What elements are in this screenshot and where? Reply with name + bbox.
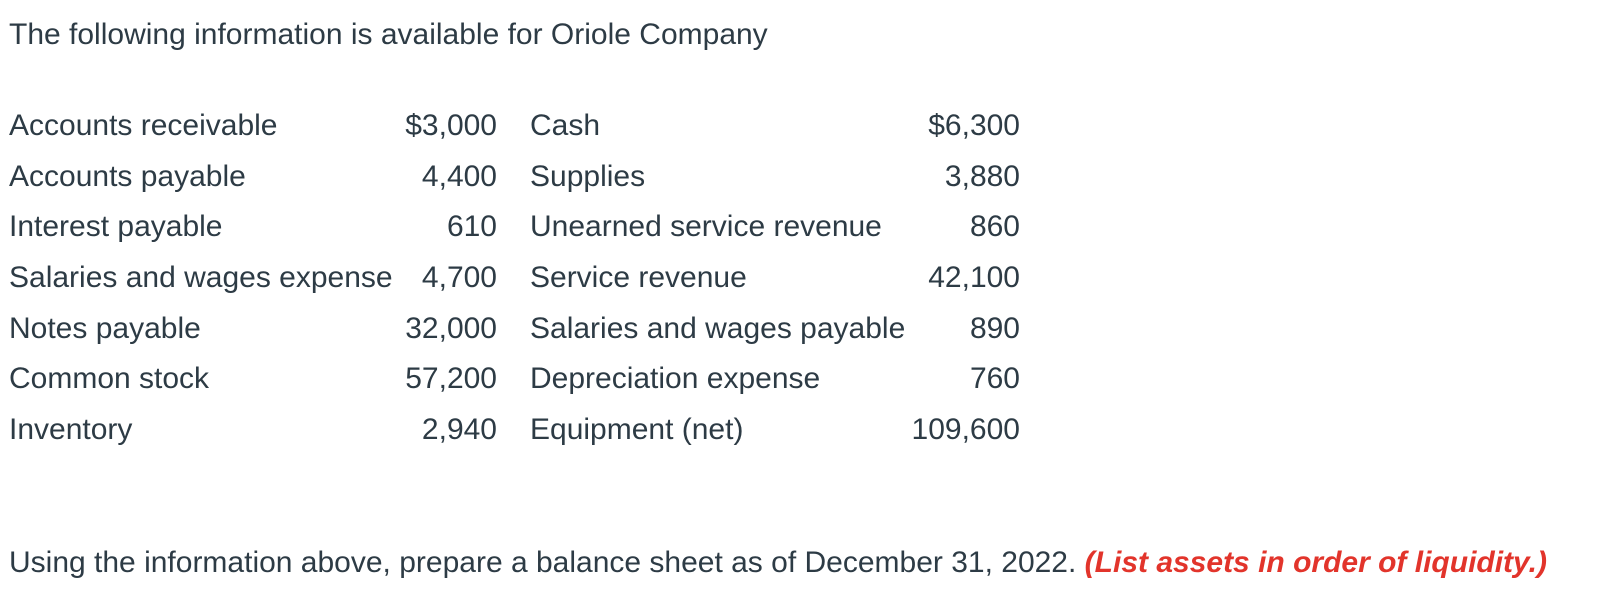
account-value: 4,700 — [421, 261, 497, 295]
account-label: Cash — [530, 109, 601, 143]
account-label: Supplies — [530, 159, 646, 193]
account-value: 860 — [969, 210, 1020, 244]
account-label: Accounts receivable — [9, 109, 278, 143]
account-label: Salaries and wages expense — [9, 261, 393, 295]
account-value: 32,000 — [405, 311, 497, 345]
account-label: Interest payable — [9, 210, 223, 244]
account-value: 57,200 — [405, 362, 497, 396]
account-label: Common stock — [9, 362, 210, 396]
account-value: 42,100 — [928, 261, 1020, 295]
intro-text: The following information is available f… — [9, 18, 768, 51]
account-value: 3,880 — [944, 159, 1020, 193]
account-label: Inventory — [9, 412, 133, 446]
instruction-main: Using the information above, prepare a b… — [9, 546, 1085, 579]
account-value: 109,600 — [911, 412, 1020, 446]
account-value: 610 — [446, 210, 497, 244]
account-label: Accounts payable — [9, 159, 246, 193]
account-value: 760 — [969, 362, 1020, 396]
account-value: 890 — [969, 311, 1020, 345]
instruction-emphasis: (List assets in order of liquidity.) — [1084, 546, 1547, 579]
account-label: Unearned service revenue — [530, 210, 882, 244]
account-value: 2,940 — [421, 412, 497, 446]
account-label: Notes payable — [9, 311, 201, 345]
account-label: Service revenue — [530, 261, 747, 295]
account-label: Equipment (net) — [530, 412, 744, 446]
account-value: $3,000 — [405, 109, 497, 143]
account-label: Salaries and wages payable — [530, 311, 906, 345]
account-value: $6,300 — [928, 109, 1020, 143]
instruction-text: Using the information above, prepare a b… — [9, 544, 1547, 581]
account-balances-table: Accounts receivable $3,000 Cash $6,300 Accou… — [9, 101, 1020, 455]
account-value: 4,400 — [421, 159, 497, 193]
account-label: Depreciation expense — [530, 362, 821, 396]
